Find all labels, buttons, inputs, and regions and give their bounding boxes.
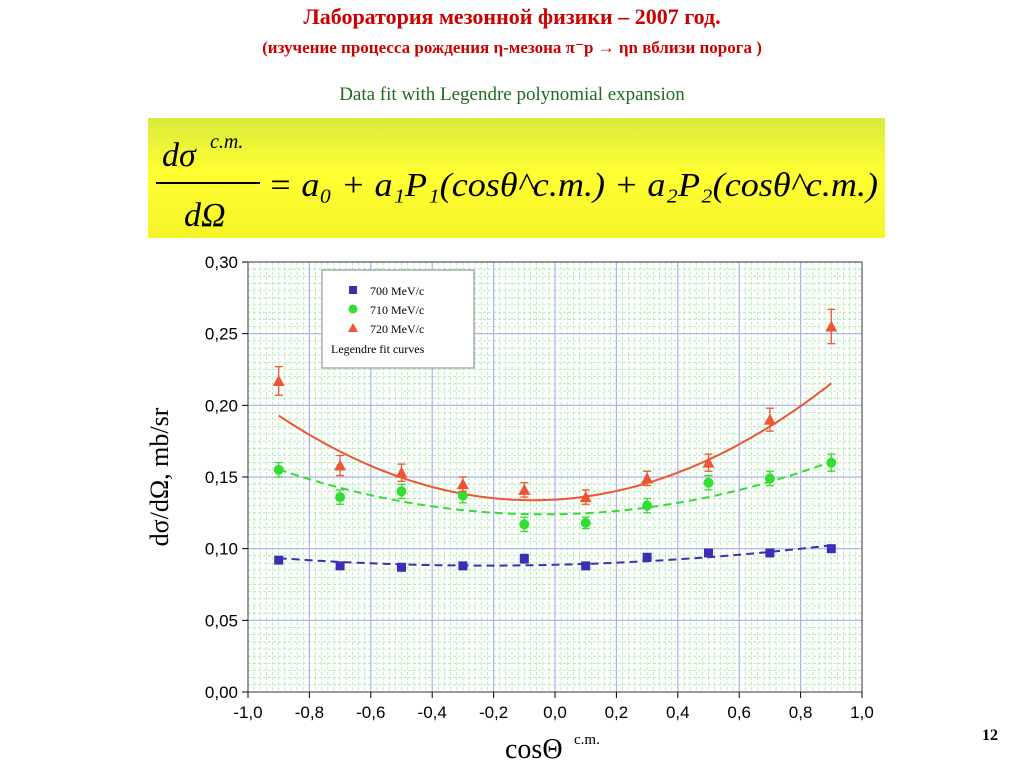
data-point (702, 456, 715, 468)
y-tick-label: 0,00 (205, 683, 238, 702)
x-tick-label: -0,2 (479, 703, 508, 722)
x-tick-label: -1,0 (233, 703, 262, 722)
data-point (396, 486, 407, 497)
data-point (642, 552, 652, 562)
x-tick-label: 0,0 (543, 703, 567, 722)
data-point (581, 561, 591, 571)
y-axis-label: dσ/dΩ, mb/sr (145, 407, 174, 546)
slide-number: 12 (982, 727, 998, 744)
data-point (704, 548, 713, 558)
data-point (642, 500, 653, 511)
slide-subtitle: (изучение процесса рождения η-мезона π⁻p… (262, 38, 762, 57)
data-point (518, 483, 531, 495)
legend-label: 720 MeV/c (370, 322, 424, 336)
legend-label: 700 MeV/c (370, 284, 424, 298)
legend-marker (348, 323, 358, 332)
y-tick-label: 0,25 (205, 325, 238, 344)
x-tick-label: -0,4 (418, 703, 447, 722)
legend-label: 710 MeV/c (370, 303, 424, 317)
data-point (764, 473, 775, 484)
data-point (458, 561, 468, 571)
legend-label: Legendre fit curves (331, 342, 425, 356)
slide-title: Лаборатория мезонной физики – 2007 год. (303, 4, 721, 29)
formula-box: dσ c.m. dΩ = a₀ + a₁P₁(cosθ^c.m.) + a₂P₂… (148, 118, 885, 238)
x-tick-label: -0,8 (295, 703, 324, 722)
data-point (274, 555, 284, 565)
formula-rhs: = a₀ + a₁P₁(cosθ^c.m.) + a₂P₂(cosθ^c.m.) (268, 167, 878, 204)
formula-denominator: dΩ (184, 197, 226, 234)
data-point (825, 320, 838, 332)
y-tick-label: 0,10 (205, 540, 238, 559)
data-point (272, 374, 285, 386)
fit-curve (278, 460, 832, 516)
data-point (273, 464, 284, 475)
y-tick-label: 0,30 (205, 253, 238, 272)
data-point (641, 472, 654, 484)
data-point (456, 478, 469, 490)
data-point (826, 544, 836, 554)
data-point (580, 517, 591, 528)
formula-numerator-sup: c.m. (210, 131, 243, 153)
data-point (457, 490, 468, 501)
x-tick-label: 0,2 (605, 703, 629, 722)
x-tick-label: 0,4 (666, 703, 690, 722)
data-point (335, 561, 345, 571)
x-tick-label: 0,6 (727, 703, 751, 722)
x-axis-label: cosΘ (505, 734, 563, 765)
x-tick-label: -0,6 (356, 703, 385, 722)
x-tick-label: 1,0 (850, 703, 874, 722)
data-point (763, 413, 776, 425)
fit-curve (278, 382, 832, 502)
fit-curve (278, 544, 832, 567)
y-tick-label: 0,05 (205, 611, 238, 630)
legend-marker (348, 304, 358, 314)
x-axis-label-sup: c.m. (574, 732, 600, 748)
formula: dσ c.m. dΩ = a₀ + a₁P₁(cosθ^c.m.) + a₂P₂… (156, 131, 878, 234)
data-point (397, 562, 406, 572)
data-point (334, 459, 347, 471)
x-tick-label: 0,8 (789, 703, 813, 722)
data-point (395, 466, 408, 478)
chart-caption: Data fit with Legendre polynomial expans… (339, 84, 685, 105)
y-tick-label: 0,15 (205, 468, 238, 487)
formula-numerator: dσ (162, 137, 197, 174)
legend-box (321, 269, 475, 369)
data-point (579, 491, 592, 503)
data-point (703, 477, 714, 488)
data-point (519, 554, 529, 564)
data-point (335, 492, 346, 503)
data-point (765, 548, 775, 558)
data-point (826, 457, 837, 468)
legend-marker (349, 286, 357, 294)
data-point (519, 519, 530, 530)
y-tick-label: 0,20 (205, 396, 238, 415)
